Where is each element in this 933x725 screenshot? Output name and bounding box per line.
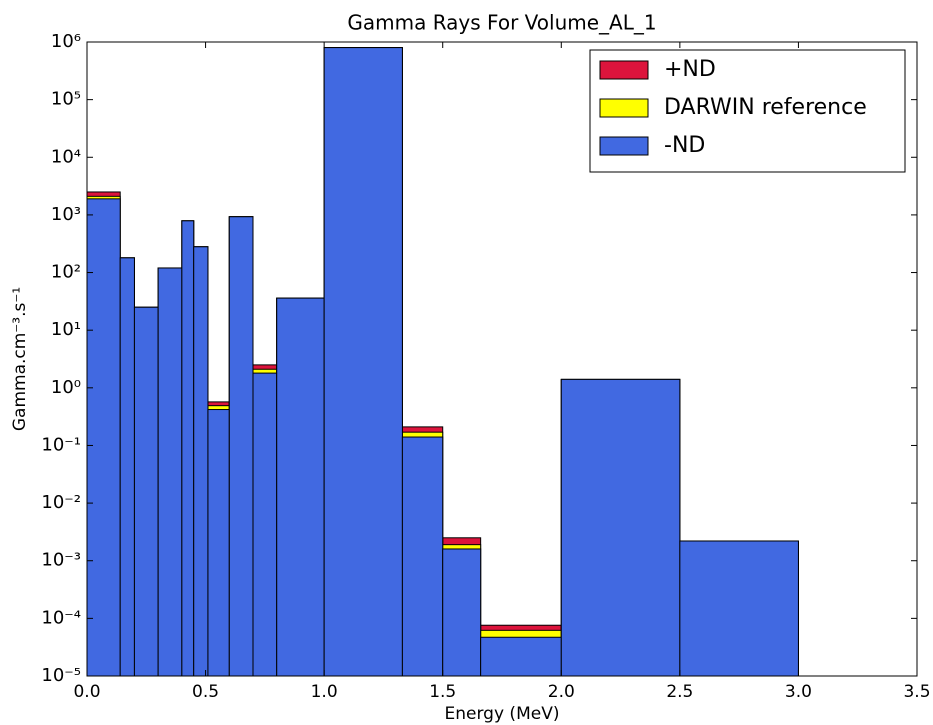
plot-frame	[86, 41, 918, 677]
y-tick-label: 10⁻²	[41, 492, 81, 513]
x-tick-label: 1.0	[311, 682, 338, 702]
bar	[119, 257, 135, 677]
y-axis-label: Gamma.cm⁻³.s⁻¹	[10, 287, 30, 431]
x-tick-label: 2.5	[666, 682, 693, 702]
bar	[86, 198, 121, 677]
y-tick-label: 10⁻⁴	[41, 607, 81, 628]
y-tick-label: 10³	[51, 204, 81, 225]
y-tick-label: 10⁶	[51, 31, 81, 52]
bar	[442, 548, 482, 677]
x-tick-label: 3.0	[785, 682, 812, 702]
y-tick-label: 10¹	[51, 319, 81, 340]
legend-swatch	[599, 98, 649, 118]
legend-swatch	[599, 60, 649, 80]
x-tick-label: 2.0	[548, 682, 575, 702]
y-tick-label: 10⁻¹	[41, 434, 81, 455]
y-tick-label: 10⁴	[51, 146, 81, 167]
bar	[157, 267, 183, 677]
x-tick-label: 0.0	[73, 682, 100, 702]
bar	[207, 409, 230, 677]
legend-label: +ND	[664, 57, 716, 82]
y-tick-label: 10²	[51, 262, 81, 283]
x-tick-label: 0.5	[192, 682, 219, 702]
x-tick-label: 3.5	[903, 682, 930, 702]
chart-title: Gamma Rays For Volume_AL_1	[347, 11, 656, 35]
legend-label: DARWIN reference	[664, 95, 867, 120]
legend-label: -ND	[664, 133, 705, 158]
bar	[193, 246, 209, 677]
bar	[181, 220, 195, 677]
x-tick-label: 1.5	[429, 682, 456, 702]
bar	[323, 47, 403, 677]
bar	[560, 378, 681, 677]
y-tick-label: 10⁻⁵	[41, 665, 81, 686]
x-axis-label: Energy (MeV)	[445, 704, 560, 724]
bar	[276, 297, 325, 677]
bar	[228, 216, 254, 677]
y-tick-label: 10⁰	[51, 377, 81, 398]
bar	[480, 636, 562, 677]
bar	[679, 540, 799, 677]
y-tick-label: 10⁻³	[41, 550, 81, 571]
legend-swatch	[599, 136, 649, 156]
bar	[401, 436, 444, 677]
bar	[252, 372, 278, 677]
bar	[133, 306, 159, 677]
y-tick-label: 10⁵	[51, 89, 81, 110]
